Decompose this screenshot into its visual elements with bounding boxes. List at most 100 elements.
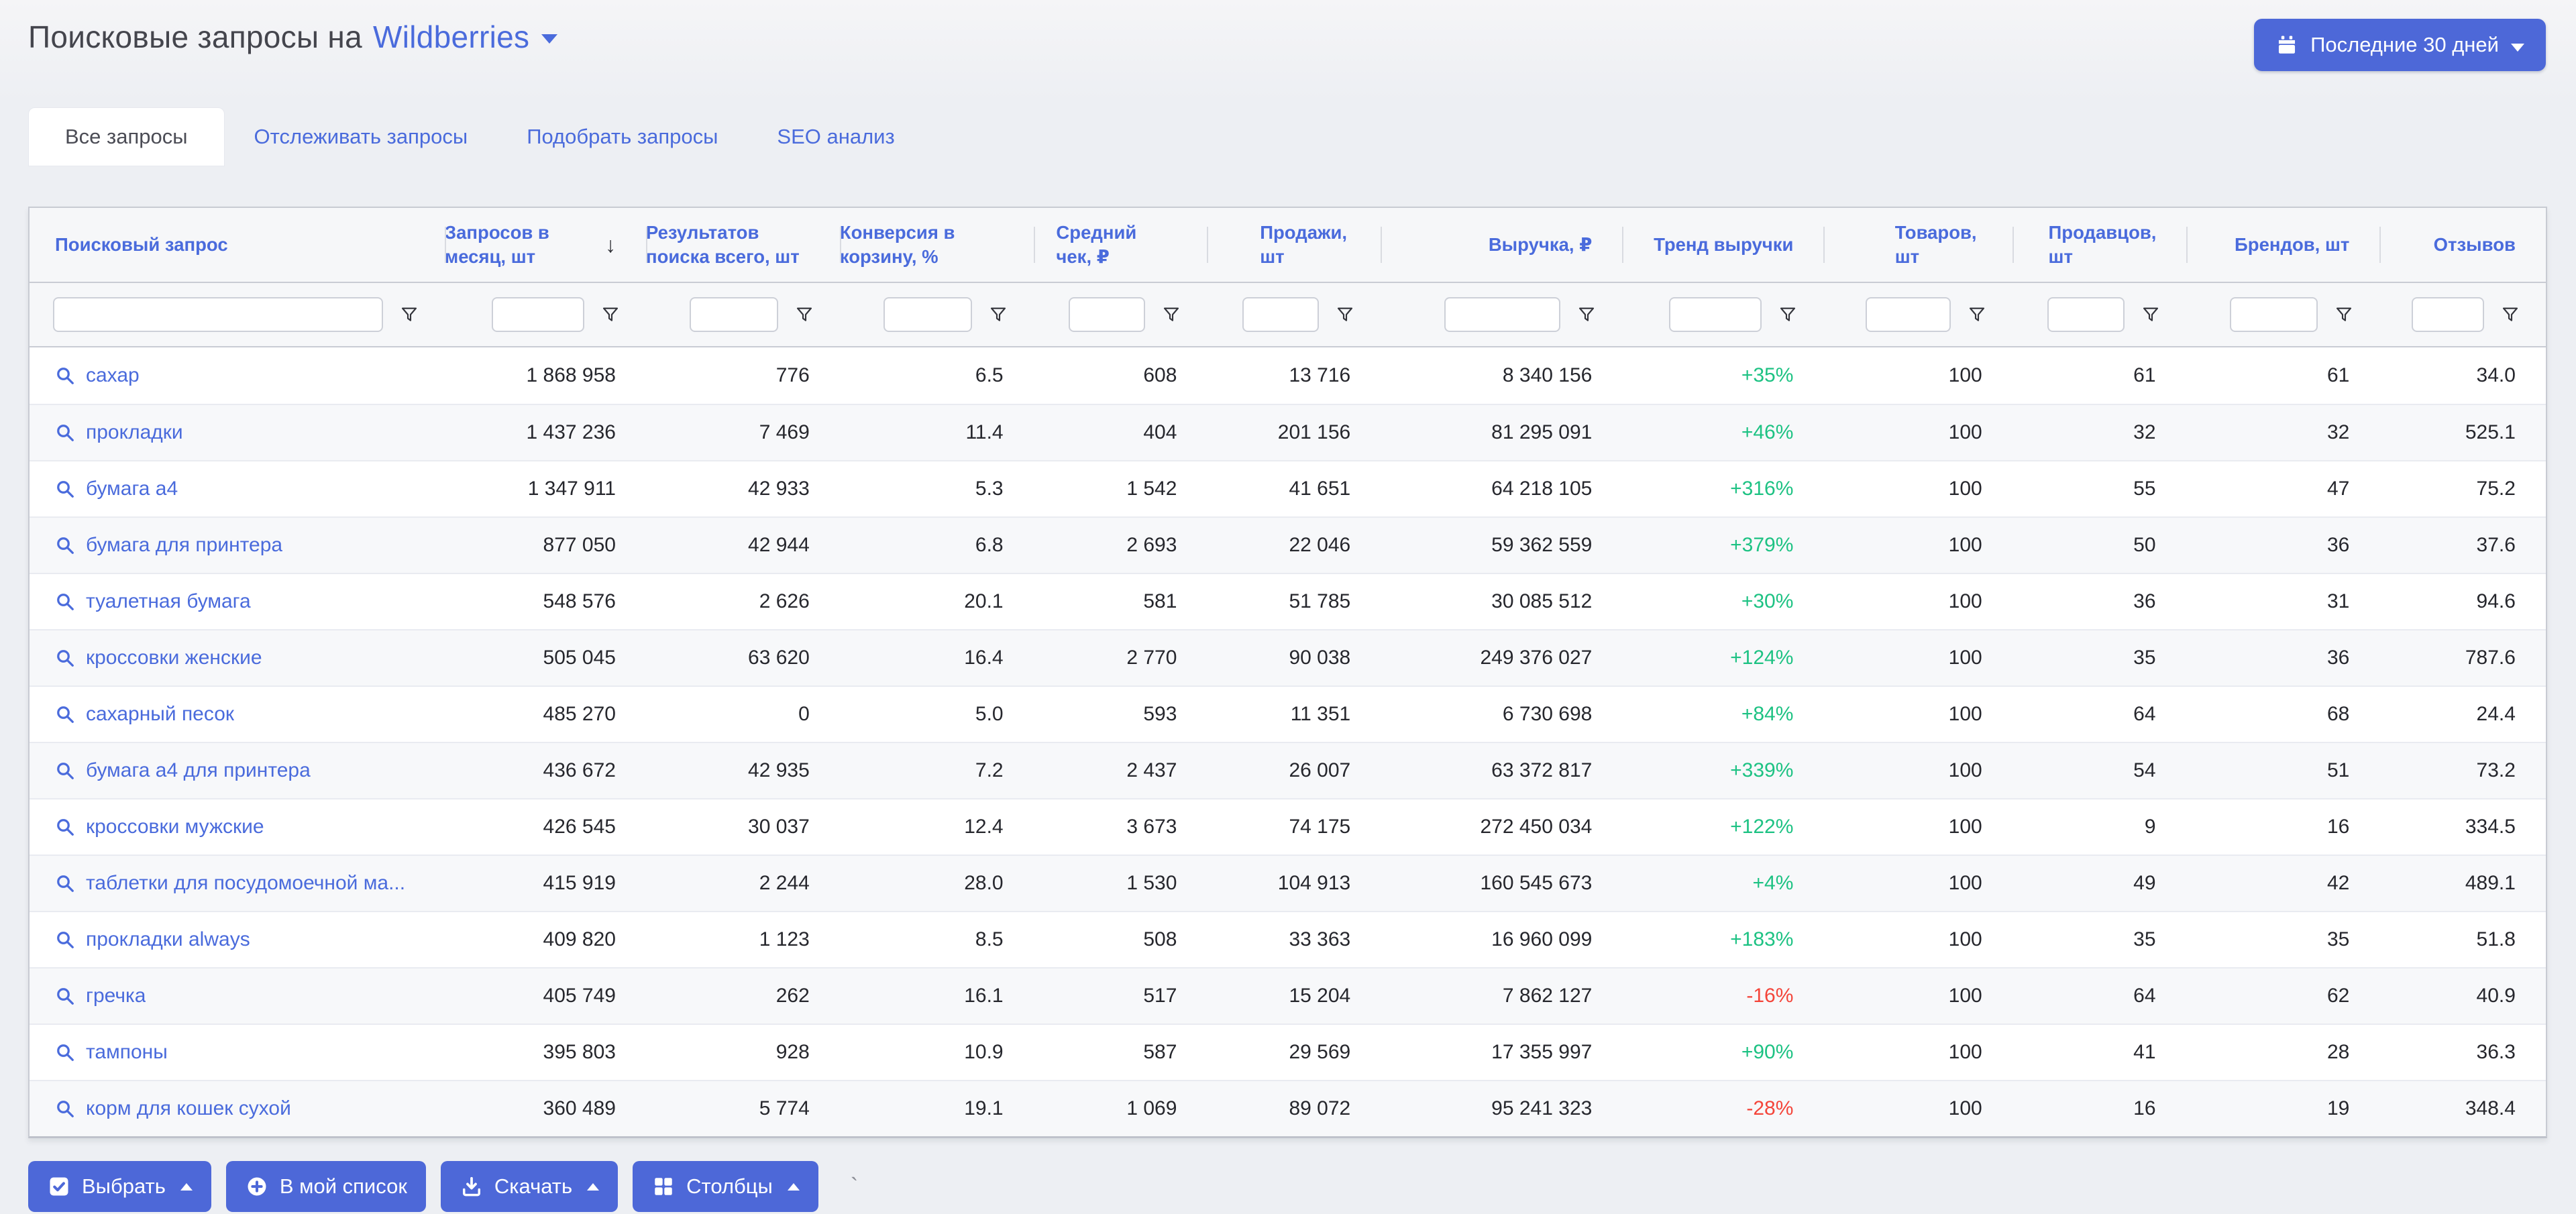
cell-sales: 15 204 — [1207, 969, 1381, 1024]
cell-reviews: 24.4 — [2379, 687, 2546, 742]
cell-brands: 32 — [2186, 405, 2380, 460]
cell-sales: 74 175 — [1207, 799, 1381, 854]
tab-2[interactable]: Отслеживать запросы — [225, 107, 498, 166]
query-cell: бумага для принтера — [30, 518, 445, 573]
button-label: Выбрать — [82, 1174, 166, 1199]
cell-products: 100 — [1823, 574, 2012, 629]
cell-brands: 51 — [2186, 743, 2380, 798]
cell-brands: 36 — [2186, 518, 2380, 573]
cell-avg_check: 508 — [1034, 912, 1208, 967]
stray-mark: ` — [851, 1174, 858, 1200]
filter-input-4[interactable] — [883, 297, 972, 332]
cell-products: 100 — [1823, 630, 2012, 685]
filter-input-9[interactable] — [1866, 297, 1951, 332]
cell-avg_check: 404 — [1034, 405, 1208, 460]
query-link[interactable]: гречка — [55, 985, 146, 1007]
filter-funnel-icon[interactable] — [600, 305, 621, 325]
column-header-3[interactable]: Результатов поиска всего, шт — [646, 208, 840, 282]
column-header-6[interactable]: Продажи, шт — [1207, 208, 1381, 282]
query-link[interactable]: кроссовки мужские — [55, 816, 264, 838]
filter-funnel-icon[interactable] — [1778, 305, 1798, 325]
filter-input-6[interactable] — [1242, 297, 1319, 332]
query-link[interactable]: прокладки always — [55, 928, 250, 951]
tab-3[interactable]: Подобрать запросы — [497, 107, 747, 166]
filter-funnel-icon[interactable] — [1335, 305, 1355, 325]
checkbox-button[interactable]: Выбрать — [28, 1161, 211, 1212]
filter-input-11[interactable] — [2230, 297, 2318, 332]
column-header-10[interactable]: Продавцов, шт — [2012, 208, 2186, 282]
cell-reviews: 334.5 — [2379, 799, 2546, 854]
column-header-9[interactable]: Товаров, шт — [1823, 208, 2012, 282]
download-button[interactable]: Скачать — [441, 1161, 618, 1212]
filter-input-3[interactable] — [690, 297, 778, 332]
columns-button[interactable]: Столбцы — [633, 1161, 818, 1212]
filter-input-12[interactable] — [2412, 297, 2484, 332]
cell-reviews: 489.1 — [2379, 856, 2546, 911]
tab-1[interactable]: Все запросы — [28, 107, 225, 166]
query-link[interactable]: бумага для принтера — [55, 534, 282, 557]
query-link[interactable]: кроссовки женские — [55, 647, 262, 669]
cell-per_month: 1 347 911 — [445, 461, 646, 516]
calendar-icon — [2275, 34, 2298, 56]
marketplace-name: Wildberries — [373, 19, 529, 55]
cell-per_month: 505 045 — [445, 630, 646, 685]
filter-input-2[interactable] — [492, 297, 584, 332]
cell-products: 100 — [1823, 743, 2012, 798]
query-link[interactable]: тампоны — [55, 1041, 168, 1064]
cell-reviews: 51.8 — [2379, 912, 2546, 967]
column-header-4[interactable]: Конверсия в корзину, % — [840, 208, 1034, 282]
query-link[interactable]: сахарный песок — [55, 703, 234, 726]
filter-input-10[interactable] — [2047, 297, 2124, 332]
filter-input-1[interactable] — [53, 297, 383, 332]
query-link[interactable]: прокладки — [55, 421, 183, 444]
column-header-5[interactable]: Средний чек, ₽ — [1034, 208, 1208, 282]
cell-per_month: 415 919 — [445, 856, 646, 911]
query-link[interactable]: таблетки для посудомоечной ма... — [55, 872, 405, 895]
filter-funnel-icon[interactable] — [1576, 305, 1597, 325]
tab-4[interactable]: SEO анализ — [747, 107, 924, 166]
filter-funnel-icon[interactable] — [2500, 305, 2520, 325]
column-header-2[interactable]: Запросов в месяц, шт↓ — [445, 208, 646, 282]
filter-cell-4 — [840, 283, 1034, 346]
date-range-button[interactable]: Последние 30 дней — [2254, 19, 2546, 71]
column-header-12[interactable]: Отзывов — [2379, 208, 2546, 282]
column-header-label: Результатов поиска всего, шт — [646, 221, 810, 270]
filter-funnel-icon[interactable] — [1967, 305, 1987, 325]
filter-funnel-icon[interactable] — [2334, 305, 2354, 325]
cell-sales: 51 785 — [1207, 574, 1381, 629]
cell-avg_check: 3 673 — [1034, 799, 1208, 854]
filter-cell-12 — [2379, 283, 2546, 346]
filter-funnel-icon[interactable] — [988, 305, 1008, 325]
column-header-1[interactable]: Поисковый запрос — [30, 208, 445, 282]
marketplace-selector[interactable]: Wildberries — [373, 19, 557, 55]
column-header-label: Продажи, шт — [1260, 221, 1350, 270]
cell-sellers: 35 — [2012, 630, 2186, 685]
search-icon — [55, 479, 75, 499]
cell-results: 42 944 — [646, 518, 840, 573]
query-link[interactable]: бумага а4 — [55, 478, 178, 500]
cell-revenue: 17 355 997 — [1381, 1025, 1622, 1080]
filter-input-8[interactable] — [1669, 297, 1762, 332]
cell-trend: -28% — [1622, 1081, 1823, 1136]
query-link[interactable]: туалетная бумага — [55, 590, 251, 613]
column-header-8[interactable]: Тренд выручки — [1622, 208, 1823, 282]
plus-circle-icon — [245, 1174, 269, 1199]
column-header-label: Выручка, ₽ — [1489, 233, 1593, 257]
query-link[interactable]: корм для кошек сухой — [55, 1097, 291, 1120]
table-row: сахар1 868 9587766.560813 7168 340 156+3… — [30, 347, 2546, 404]
query-link[interactable]: бумага а4 для принтера — [55, 759, 311, 782]
plus-circle-button[interactable]: В мой список — [226, 1161, 426, 1212]
filter-funnel-icon[interactable] — [2141, 305, 2161, 325]
cell-avg_check: 1 542 — [1034, 461, 1208, 516]
column-header-7[interactable]: Выручка, ₽ — [1381, 208, 1622, 282]
cell-sales: 90 038 — [1207, 630, 1381, 685]
filter-funnel-icon[interactable] — [1161, 305, 1181, 325]
query-link[interactable]: сахар — [55, 364, 140, 387]
filter-cell-3 — [646, 283, 840, 346]
query-cell: корм для кошек сухой — [30, 1081, 445, 1136]
filter-input-7[interactable] — [1444, 297, 1560, 332]
filter-funnel-icon[interactable] — [399, 305, 419, 325]
filter-input-5[interactable] — [1069, 297, 1145, 332]
filter-funnel-icon[interactable] — [794, 305, 814, 325]
column-header-11[interactable]: Брендов, шт — [2186, 208, 2380, 282]
